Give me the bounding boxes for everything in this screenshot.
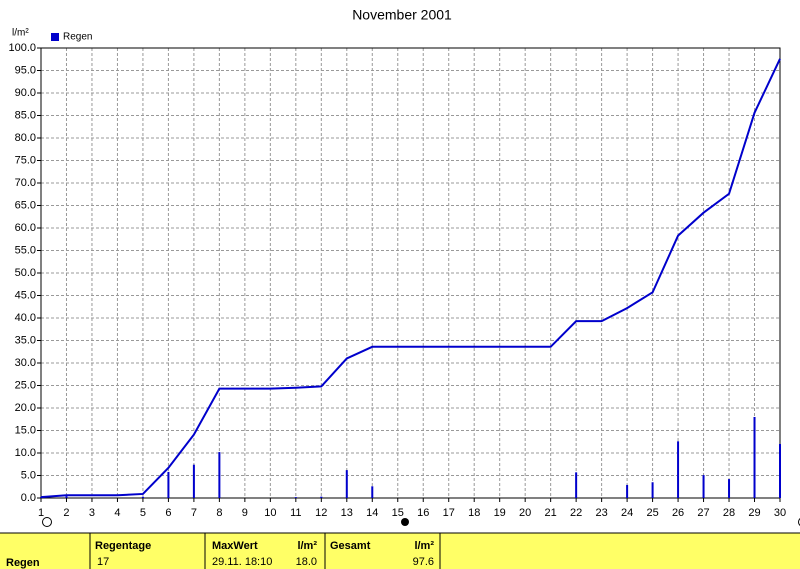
y-tick-label: 30.0 — [15, 357, 36, 369]
rain-bar — [779, 444, 781, 498]
rain-bar — [677, 441, 680, 498]
x-tick-label: 25 — [646, 507, 658, 519]
footer-value: 17 — [97, 556, 109, 568]
x-tick-label: 16 — [417, 507, 429, 519]
scroll-marker — [401, 518, 409, 526]
y-tick-label: 5.0 — [21, 469, 36, 481]
y-tick-label: 80.0 — [15, 132, 36, 144]
y-tick-label: 20.0 — [15, 402, 36, 414]
x-tick-label: 10 — [264, 507, 276, 519]
y-tick-label: 10.0 — [15, 447, 36, 459]
x-tick-label: 12 — [315, 507, 327, 519]
x-tick-label: 11 — [290, 507, 301, 519]
x-tick-label: 6 — [165, 507, 171, 519]
y-tick-label: 40.0 — [15, 312, 36, 324]
x-tick-label: 17 — [443, 507, 455, 519]
y-tick-label: 35.0 — [15, 334, 36, 346]
y-tick-label: 60.0 — [15, 222, 36, 234]
legend-swatch — [51, 33, 59, 41]
y-tick-label: 90.0 — [15, 87, 36, 99]
y-tick-label: 0.0 — [21, 492, 36, 504]
footer-header: MaxWert — [212, 540, 258, 552]
y-tick-label: 55.0 — [15, 244, 36, 256]
footer-value: 18.0 — [296, 556, 317, 568]
rain-bar — [651, 482, 654, 498]
footer-header: Regentage — [95, 540, 151, 552]
y-tick-label: 65.0 — [15, 199, 36, 211]
y-tick-label: 45.0 — [15, 289, 36, 301]
x-tick-label: 7 — [191, 507, 197, 519]
rain-bar — [626, 484, 629, 498]
y-axis-label: l/m² — [12, 28, 29, 39]
chart-title: November 2001 — [352, 7, 452, 23]
rain-bar — [320, 496, 323, 498]
rain-bar — [753, 417, 756, 498]
x-tick-label: 29 — [748, 507, 760, 519]
x-tick-label: 4 — [114, 507, 120, 519]
cumulative-line — [40, 58, 781, 499]
x-tick-label: 27 — [697, 507, 709, 519]
x-tick-label: 24 — [621, 507, 633, 519]
x-tick-label: 8 — [216, 507, 222, 519]
x-tick-label: 1 — [38, 507, 44, 519]
footer-value: 29.11. 18:10 — [212, 556, 272, 568]
x-tick-label: 28 — [723, 507, 735, 519]
scroll-marker — [42, 517, 52, 527]
footer-header: l/m² — [414, 540, 434, 552]
rain-bar — [575, 472, 578, 498]
legend-label: Regen — [63, 32, 92, 43]
x-tick-label: 9 — [242, 507, 248, 519]
y-tick-label: 25.0 — [15, 379, 36, 391]
footer-bar — [0, 533, 800, 569]
x-tick-label: 5 — [140, 507, 146, 519]
footer-header: l/m² — [297, 540, 317, 552]
x-tick-label: 2 — [63, 507, 69, 519]
rain-bar — [218, 452, 221, 498]
x-tick-label: 21 — [545, 507, 557, 519]
rain-bar — [728, 479, 731, 498]
y-tick-label: 95.0 — [15, 64, 36, 76]
footer-row-label: Regen — [6, 557, 40, 569]
y-tick-label: 85.0 — [15, 109, 36, 121]
rain-bar — [345, 470, 348, 498]
x-tick-label: 23 — [595, 507, 607, 519]
footer-value: 97.6 — [413, 556, 434, 568]
rain-bar — [702, 475, 705, 498]
x-tick-label: 18 — [468, 507, 480, 519]
rain-bar — [167, 471, 170, 498]
x-tick-label: 15 — [392, 507, 404, 519]
rain-bar — [40, 497, 42, 498]
x-tick-label: 20 — [519, 507, 531, 519]
x-tick-label: 14 — [366, 507, 378, 519]
rain-bar — [141, 496, 144, 498]
x-tick-label: 3 — [89, 507, 95, 519]
grid — [40, 47, 781, 499]
rain-bar — [65, 496, 68, 498]
y-tick-label: 50.0 — [15, 267, 36, 279]
x-tick-label: 19 — [494, 507, 506, 519]
rain-bar — [371, 486, 374, 498]
y-tick-label: 100.0 — [8, 42, 36, 54]
y-tick-label: 15.0 — [15, 424, 36, 436]
x-tick-label: 13 — [341, 507, 353, 519]
rain-bar — [294, 497, 297, 498]
x-tick-label: 26 — [672, 507, 684, 519]
x-tick-label: 22 — [570, 507, 582, 519]
y-tick-label: 75.0 — [15, 154, 36, 166]
footer-header: Gesamt — [330, 540, 371, 552]
y-tick-label: 70.0 — [15, 177, 36, 189]
x-tick-label: 30 — [774, 507, 786, 519]
rain-bar — [192, 464, 195, 498]
